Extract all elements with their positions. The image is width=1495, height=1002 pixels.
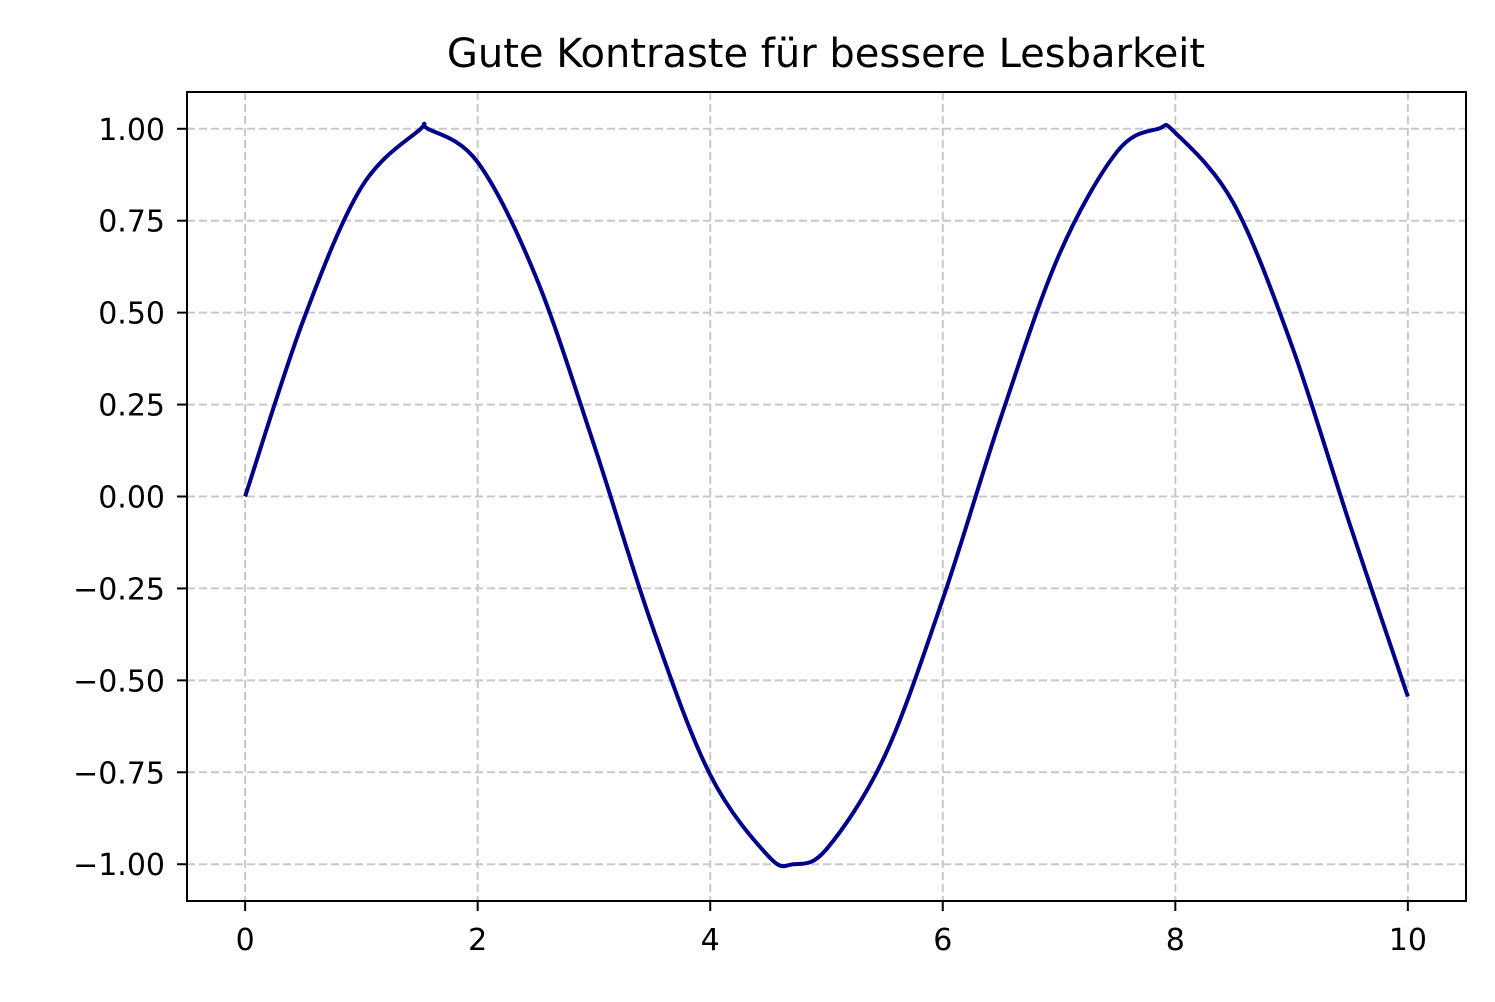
x-tick-label: 8 xyxy=(1166,923,1185,958)
y-tick-label: 0.00 xyxy=(98,481,165,516)
x-tick-label: 2 xyxy=(468,923,487,958)
y-tick-label: −0.75 xyxy=(73,756,165,791)
y-tick-label: −1.00 xyxy=(73,848,165,883)
grid-layer xyxy=(187,92,1466,901)
x-tick-label: 10 xyxy=(1389,923,1427,958)
y-tick-label: 0.50 xyxy=(98,297,165,332)
series-layer xyxy=(243,121,1410,869)
y-tick-label: −0.25 xyxy=(73,572,165,607)
x-tick-label: 0 xyxy=(236,923,255,958)
chart-title: Gute Kontraste für bessere Lesbarkeit xyxy=(447,31,1205,77)
x-tick-label: 6 xyxy=(933,923,952,958)
y-tick-label: 0.25 xyxy=(98,389,165,424)
y-tick-label: 0.75 xyxy=(98,205,165,240)
x-tick-label: 4 xyxy=(701,923,720,958)
y-tick-label: −0.50 xyxy=(73,664,165,699)
y-tick-label: 1.00 xyxy=(98,113,165,148)
ticks-layer: 0 2 4 6 8 10 1.00 0.75 0.50 0.25 0.00 −0.25 −0.50 −0.… xyxy=(73,113,1427,958)
series-line xyxy=(243,121,1410,869)
